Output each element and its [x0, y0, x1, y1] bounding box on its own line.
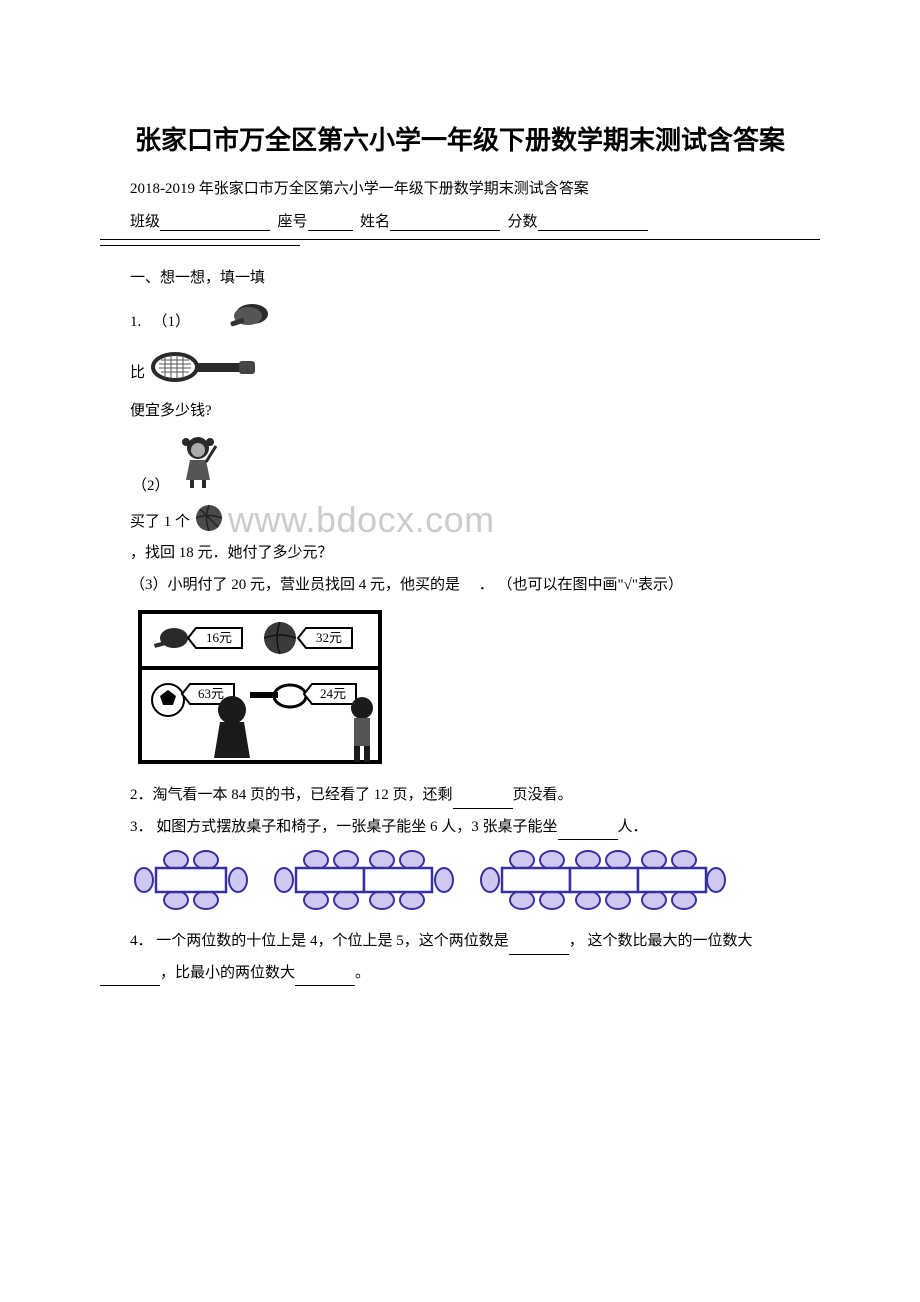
name-blank[interactable]	[390, 217, 500, 231]
shelf-illustration: 16元 32元 63元 24元	[132, 608, 820, 773]
class-blank[interactable]	[160, 217, 270, 231]
page-title: 张家口市万全区第六小学一年级下册数学期末测试含答案	[100, 120, 820, 157]
name-label: 姓名	[360, 214, 390, 230]
question-4-cont: ，比最小的两位数大 。	[100, 961, 820, 987]
question-4: 4． 一个两位数的十位上是 4，个位上是 5，这个两位数是 ， 这个数比最大的一位…	[100, 929, 820, 955]
q1-sub3: （3）小明付了 20 元，营业员找回 4 元，他买的是 ． （也可以在图中画"√…	[100, 573, 820, 599]
score-blank[interactable]	[538, 217, 648, 231]
girl-icon	[174, 477, 224, 494]
paddle-icon	[194, 302, 274, 344]
q4-blank3[interactable]	[295, 972, 355, 986]
price-16: 16元	[206, 630, 232, 645]
q3-text: 3． 如图方式摆放桌子和椅子，一张桌子能坐 6 人，3 张桌子能坐	[130, 819, 558, 835]
q1-num: 1.	[130, 314, 141, 330]
q4-end: 。	[355, 965, 370, 981]
q1-compare-row: 比	[130, 350, 820, 393]
q4-blank2[interactable]	[100, 972, 160, 986]
price-32: 32元	[316, 630, 342, 645]
class-label: 班级	[130, 214, 160, 230]
bought-text: 买了 1 个	[130, 510, 190, 531]
section-one-head: 一、想一想，填一填	[100, 266, 820, 287]
racket-icon	[149, 350, 259, 393]
question-1: 1. （1）	[100, 302, 820, 344]
watermark-text: www.bdocx.com	[228, 499, 495, 541]
student-info-row: 班级 座号 姓名 分数	[100, 210, 820, 231]
q1-sub1: （1）	[153, 314, 191, 330]
q4-blank1[interactable]	[509, 941, 569, 955]
q2-text: 2．淘气看一本 84 页的书，已经看了 12 页，还剩	[130, 787, 453, 803]
question-2: 2．淘气看一本 84 页的书，已经看了 12 页，还剩 页没看。	[100, 783, 820, 809]
seat-label: 座号	[278, 214, 308, 230]
q3-blank[interactable]	[558, 826, 618, 840]
question-3: 3． 如图方式摆放桌子和椅子，一张桌子能坐 6 人，3 张桌子能坐 人．	[100, 815, 820, 841]
q4-mid2: ，比最小的两位数大	[160, 965, 295, 981]
price-24: 24元	[320, 686, 346, 701]
hr-line-short	[100, 245, 300, 246]
q1-cheaper: 便宜多少钱?	[130, 399, 820, 425]
seat-blank[interactable]	[308, 217, 353, 231]
q4-text: 4． 一个两位数的十位上是 4，个位上是 5，这个两位数是	[130, 933, 509, 949]
q1-sub3-text: （3）小明付了 20 元，营业员找回 4 元，他买的是	[130, 577, 460, 593]
hr-line	[100, 239, 820, 240]
q1-sub3-end: ． （也可以在图中画"√"表示）	[479, 577, 683, 593]
q3-end: 人．	[618, 819, 648, 835]
q1-sub2: （2）	[132, 478, 170, 494]
q1-bought-row: 买了 1 个 www.bdocx.com	[130, 499, 820, 541]
price-63: 63元	[198, 686, 224, 701]
compare-word: 比	[130, 361, 145, 382]
q2-blank[interactable]	[453, 795, 513, 809]
score-label: 分数	[508, 214, 538, 230]
q1-sub2-row: （2）	[132, 432, 820, 495]
tables-illustration	[132, 848, 820, 917]
basketball-icon	[194, 503, 224, 538]
q2-end: 页没看。	[513, 787, 573, 803]
subtitle: 2018-2019 年张家口市万全区第六小学一年级下册数学期末测试含答案	[100, 177, 820, 198]
q4-mid: ， 这个数比最大的一位数大	[569, 933, 753, 949]
q1-refund: ，找回 18 元．她付了多少元？	[130, 541, 820, 567]
